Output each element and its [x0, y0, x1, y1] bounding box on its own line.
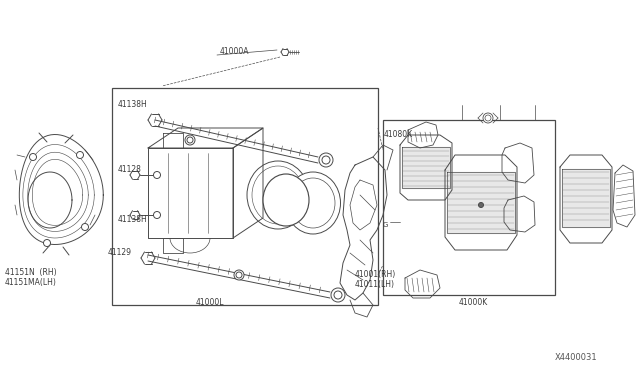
- Circle shape: [483, 113, 493, 123]
- Circle shape: [29, 154, 36, 160]
- Circle shape: [44, 240, 51, 247]
- Circle shape: [154, 171, 161, 179]
- Text: G: G: [382, 222, 388, 228]
- Circle shape: [319, 153, 333, 167]
- Text: 41151N  (RH): 41151N (RH): [5, 268, 56, 277]
- Text: 41000A: 41000A: [220, 47, 250, 56]
- Ellipse shape: [263, 174, 309, 226]
- Circle shape: [154, 212, 161, 218]
- Text: 41138H: 41138H: [118, 100, 148, 109]
- Circle shape: [322, 156, 330, 164]
- Text: X4400031: X4400031: [555, 353, 598, 362]
- Circle shape: [185, 135, 195, 145]
- Bar: [383, 120, 555, 295]
- Bar: [112, 88, 378, 305]
- Circle shape: [334, 291, 342, 299]
- Text: 41011(LH): 41011(LH): [355, 280, 395, 289]
- Text: 41080K: 41080K: [384, 130, 413, 139]
- Ellipse shape: [285, 172, 340, 234]
- Text: 41001(RH): 41001(RH): [355, 270, 396, 279]
- Text: 41138H: 41138H: [118, 215, 148, 224]
- Circle shape: [81, 224, 88, 231]
- Circle shape: [187, 137, 193, 143]
- Text: 41121: 41121: [280, 200, 304, 209]
- Circle shape: [236, 272, 242, 278]
- Circle shape: [479, 202, 483, 208]
- Circle shape: [77, 151, 83, 158]
- Circle shape: [331, 288, 345, 302]
- Text: 41151MA(LH): 41151MA(LH): [5, 278, 57, 287]
- Text: 41129: 41129: [108, 248, 132, 257]
- Polygon shape: [562, 169, 610, 227]
- Circle shape: [485, 115, 491, 121]
- Circle shape: [234, 270, 244, 280]
- Text: 41000L: 41000L: [196, 298, 224, 307]
- Polygon shape: [402, 147, 450, 188]
- Text: 41000K: 41000K: [458, 298, 488, 307]
- Text: 41128: 41128: [118, 165, 142, 174]
- Polygon shape: [447, 172, 515, 233]
